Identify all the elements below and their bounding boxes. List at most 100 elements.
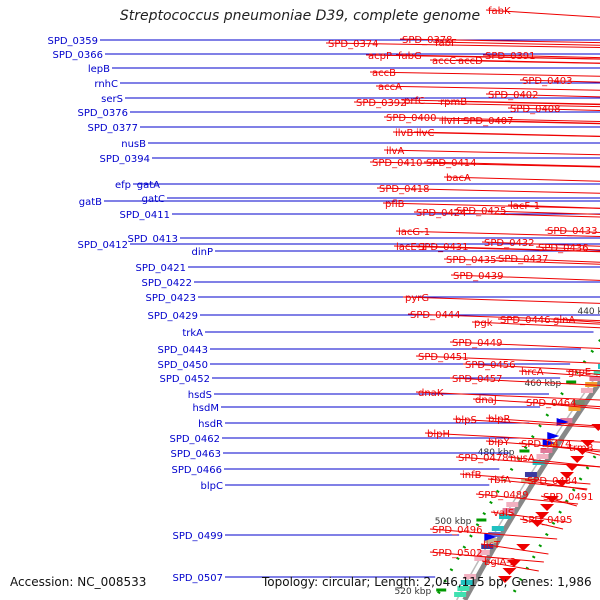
gene-label-left: gatA — [137, 180, 160, 191]
gene-label-left: SPD_0394 — [99, 154, 150, 165]
reverse-gene-arrow — [565, 464, 580, 471]
gene-label-right: SPD_0439 — [453, 271, 504, 282]
gene-tile — [568, 406, 581, 411]
right-label-leader — [519, 518, 564, 530]
right-label-leader — [413, 131, 600, 137]
gene-label-left: nusB — [121, 139, 146, 150]
right-label-leader — [550, 318, 600, 323]
right-label-leader — [455, 59, 600, 64]
right-label-leader — [540, 495, 577, 507]
right-label-leader — [450, 274, 600, 281]
right-label-leader — [535, 246, 600, 251]
right-label-leader — [455, 456, 600, 468]
reverse-gene-arrow — [502, 568, 517, 575]
right-label-leader — [432, 41, 600, 46]
gene-label-right: lacG-1 — [398, 227, 430, 238]
gene-label-left: SPD_0376 — [77, 108, 128, 119]
gene-tile — [477, 550, 490, 555]
gene-label-left: hsdS — [188, 390, 212, 401]
right-label-leader — [485, 417, 600, 427]
gene-label-right: SPD_0489 — [478, 490, 529, 501]
gene-label-left: rnhC — [94, 79, 118, 90]
right-label-leader — [495, 257, 600, 263]
gene-tile — [560, 418, 573, 423]
gene-label-right: SPD_0424 — [416, 208, 467, 219]
gene-label-right: valS — [493, 508, 514, 519]
gene-label-right: SPD_0408 — [510, 104, 561, 115]
gene-tile — [506, 502, 519, 507]
gene-label-right: SPD_0451 — [418, 352, 469, 363]
right-label-leader — [497, 318, 600, 325]
right-label-leader — [472, 398, 600, 408]
right-label-leader — [369, 71, 600, 77]
gene-label-left: SPD_0411 — [119, 210, 170, 221]
gene-tile — [544, 442, 557, 447]
right-label-leader — [424, 432, 600, 443]
gene-tile — [460, 580, 473, 585]
gene-label-right: SPD_0432 — [484, 238, 535, 249]
gene-label-right: ilvC — [416, 128, 434, 139]
gene-tile — [524, 472, 537, 477]
right-label-leader — [375, 85, 600, 91]
gene-label-left: gatC — [142, 194, 165, 205]
gene-tile — [540, 448, 553, 453]
gene-label-right: trmB — [569, 443, 594, 454]
right-label-leader — [518, 370, 600, 378]
gene-label-right: SPD_0484 — [527, 476, 578, 487]
gene-label-left: SPD_0450 — [157, 360, 208, 371]
right-label-leader — [523, 401, 600, 410]
gene-tile — [498, 514, 511, 519]
right-label-leader — [383, 149, 600, 156]
gene-label-left: hsdR — [198, 419, 223, 430]
gene-label-right: SPD_0436 — [538, 243, 589, 254]
gene-label-right: SPD_0374 — [328, 39, 379, 50]
right-label-leader — [481, 560, 539, 572]
gene-tile — [589, 376, 600, 381]
gene-label-right: dnaJ — [475, 395, 497, 406]
right-label-leader — [481, 241, 600, 247]
right-label-leader — [415, 245, 600, 252]
reverse-gene-arrow — [540, 504, 555, 511]
gene-label-right: SPD_0495 — [522, 515, 573, 526]
gene-label-left: efp — [115, 180, 131, 191]
gene-label-left: SPD_0423 — [145, 293, 196, 304]
genome-summary-text: Topology: circular; Length: 2,046,115 bp… — [262, 575, 592, 589]
gene-label-right: infB — [462, 470, 482, 481]
right-label-leader — [383, 116, 600, 122]
gene-label-right: ilvH — [441, 116, 460, 127]
genome-title: Streptococcus pneumoniae D39, complete g… — [119, 8, 481, 24]
kbp-label: 440 kbp — [577, 307, 600, 317]
right-label-leader — [507, 107, 600, 111]
gene-tile — [580, 388, 593, 393]
gene-label-right: SPD_0457 — [452, 374, 503, 385]
right-label-leader — [443, 176, 600, 182]
gene-tile — [491, 526, 504, 531]
gene-label-right: SPD_0392 — [356, 98, 407, 109]
gene-label-right: SPD_0431 — [418, 242, 469, 253]
right-label-leader — [413, 211, 600, 218]
right-label-leader — [460, 119, 600, 124]
right-label-leader — [485, 93, 600, 98]
gene-label-left: SPD_0499 — [172, 531, 223, 542]
reverse-gene-arrow — [535, 512, 550, 519]
gene-label-left: SPD_0359 — [47, 36, 98, 47]
gene-label-left: SPD_0443 — [157, 345, 208, 356]
gene-label-right: SPD_0378 — [402, 35, 453, 46]
gene-label-right: rpmB — [440, 97, 467, 108]
kbp-label: 520 kbp — [395, 587, 432, 597]
gene-label-right: fabF — [435, 38, 457, 49]
right-label-leader — [485, 9, 600, 18]
gene-label-right: SPD_0391 — [485, 51, 536, 62]
gene-tile — [598, 364, 600, 369]
gene-label-left: SPD_0421 — [135, 263, 186, 274]
gene-label-right: lacE-1 — [396, 242, 427, 253]
gene-label-left: SPD_0422 — [141, 278, 192, 289]
gene-label-right: SPD_0491 — [543, 492, 594, 503]
gene-label-right: blpR — [488, 414, 510, 425]
gene-label-left: SPD_0463 — [170, 449, 221, 460]
gene-label-left: lepB — [88, 64, 110, 75]
right-label-leader — [544, 229, 600, 233]
gene-label-right: SPD_0407 — [463, 116, 514, 127]
gene-label-right: SPD_0433 — [547, 226, 598, 237]
